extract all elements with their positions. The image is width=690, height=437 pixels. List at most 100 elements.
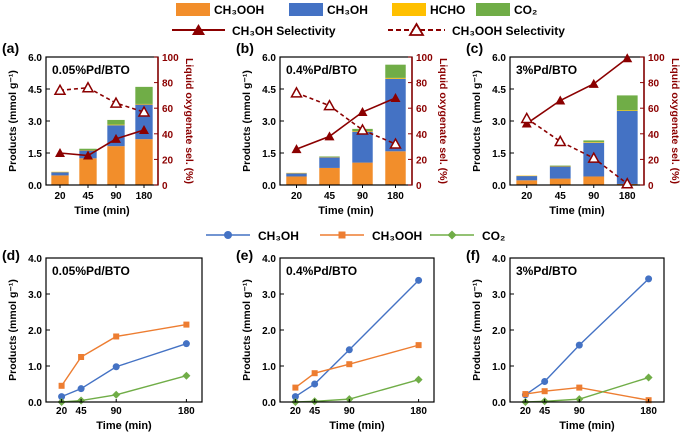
panel-label: (f) <box>466 247 480 263</box>
point-0-0 <box>58 393 66 401</box>
legend-label-ch3ooh-sel: CH₃OOH Selectivity <box>452 24 565 38</box>
ytick-label: 0.0 <box>28 398 42 409</box>
ytick-label: 6.0 <box>492 53 506 64</box>
bar-2-0-2 <box>583 176 605 185</box>
xtick-label: 45 <box>82 191 94 202</box>
point-1-2 <box>113 333 120 340</box>
ytick-label: 3.0 <box>492 117 506 128</box>
ytick-label: 4.5 <box>262 85 276 96</box>
legend-swatch-hcho <box>392 3 426 16</box>
line-series-1 <box>294 344 419 389</box>
line-series-2 <box>61 375 187 403</box>
bar-0-0-3 <box>135 139 153 185</box>
y2tick-label: 0 <box>648 181 654 192</box>
y2tick-label: 20 <box>416 155 428 166</box>
xtick-label: 45 <box>555 191 567 202</box>
bar-1-0-3 <box>385 151 406 185</box>
xtick-label: 20 <box>521 191 533 202</box>
x-axis-label: Time (min) <box>559 420 615 432</box>
legend-marker-ch3oh-sel <box>192 24 205 35</box>
ytick-label: 3.0 <box>28 117 42 128</box>
xtick-label: 45 <box>309 406 321 417</box>
sel-marker-ch3ooh <box>323 99 336 111</box>
ytick-label: 0.0 <box>262 181 276 192</box>
sel-marker-ch3oh <box>588 78 599 88</box>
line-series-1 <box>525 386 649 401</box>
ytick-label: 2.0 <box>262 326 276 337</box>
xtick-label: 90 <box>574 406 586 417</box>
legend-label-co2: CO₂ <box>514 3 537 17</box>
bar-0-2-1 <box>79 150 97 151</box>
panel-title: 0.05%Pd/BTO <box>52 63 130 77</box>
bar-2-3-3 <box>616 95 638 111</box>
y2tick-label: 40 <box>416 130 428 141</box>
bar-0-1-0 <box>51 172 69 176</box>
sel-marker-ch3ooh <box>356 123 369 135</box>
legend-label-co2: CO₂ <box>482 229 505 243</box>
point-2-3 <box>182 371 191 380</box>
plot-frame <box>45 257 203 403</box>
y-axis-label: Products (mmol g⁻¹) <box>241 279 253 381</box>
legend-marker-ch3oh <box>224 231 232 239</box>
ytick-label: 3.0 <box>28 290 42 301</box>
y-axis-label: Products (mmol g⁻¹) <box>471 70 483 172</box>
sel-line-ch3ooh <box>59 86 145 113</box>
y2tick-label: 60 <box>648 104 660 115</box>
ytick-label: 1.5 <box>492 149 506 160</box>
xtick-label: 180 <box>136 191 153 202</box>
panel-title: 0.05%Pd/BTO <box>52 264 130 278</box>
y2tick-label: 100 <box>648 53 665 64</box>
panel-title: 3%Pd/BTO <box>516 63 577 77</box>
ytick-label: 4.5 <box>492 85 506 96</box>
bar-1-2-3 <box>385 77 406 79</box>
legend-label-ch3oh: CH₃OH <box>258 229 299 243</box>
ytick-label: 0.0 <box>492 181 506 192</box>
point-1-0 <box>58 382 65 389</box>
xtick-label: 90 <box>110 191 122 202</box>
bar-1-1-2 <box>352 131 373 163</box>
plot-frame <box>279 257 435 403</box>
point-0-1 <box>311 380 319 388</box>
point-0-3 <box>415 276 423 284</box>
sel-marker-ch3oh <box>139 124 149 134</box>
sel-marker-ch3ooh <box>620 177 634 189</box>
bar-0-3-3 <box>135 86 153 104</box>
legend-label-hcho: HCHO <box>430 3 465 17</box>
sel-marker-ch3oh <box>622 53 633 63</box>
bar-2-2-3 <box>616 110 638 111</box>
line-series-1 <box>61 323 187 387</box>
point-1-3 <box>415 342 422 349</box>
bar-0-0-1 <box>79 158 97 185</box>
point-2-2 <box>112 390 121 399</box>
xtick-label: 180 <box>178 406 195 417</box>
legend-label-ch3ooh: CH₃OOH <box>214 3 264 17</box>
xtick-label: 90 <box>111 406 123 417</box>
y2tick-label: 60 <box>162 104 174 115</box>
sel-line-ch3ooh <box>296 92 396 145</box>
bar-1-2-1 <box>319 156 340 158</box>
ytick-label: 4.0 <box>492 254 506 265</box>
y2tick-label: 40 <box>648 130 660 141</box>
xtick-label: 90 <box>588 191 600 202</box>
point-1-1 <box>311 370 318 377</box>
ytick-label: 1.0 <box>492 362 506 373</box>
sel-marker-ch3oh <box>390 92 401 102</box>
ytick-label: 1.0 <box>28 362 42 373</box>
point-0-1 <box>77 385 85 393</box>
panel-title: 0.4%Pd/BTO <box>286 264 357 278</box>
point-1-0 <box>292 384 299 391</box>
point-1-0 <box>522 391 529 398</box>
x-axis-label: Time (min) <box>318 205 374 217</box>
legend-label-ch3oh-sel: CH₃OH Selectivity <box>232 24 336 38</box>
point-0-3 <box>182 340 190 348</box>
bar-1-1-1 <box>319 157 340 168</box>
xtick-label: 45 <box>539 406 551 417</box>
bar-2-1-3 <box>616 110 638 184</box>
bar-1-0-1 <box>319 167 340 185</box>
sel-marker-ch3ooh <box>290 86 303 98</box>
bar-0-0-0 <box>51 175 69 185</box>
panel-label: (e) <box>236 247 253 263</box>
ytick-label: 6.0 <box>28 53 42 64</box>
line-series-0 <box>295 279 420 398</box>
